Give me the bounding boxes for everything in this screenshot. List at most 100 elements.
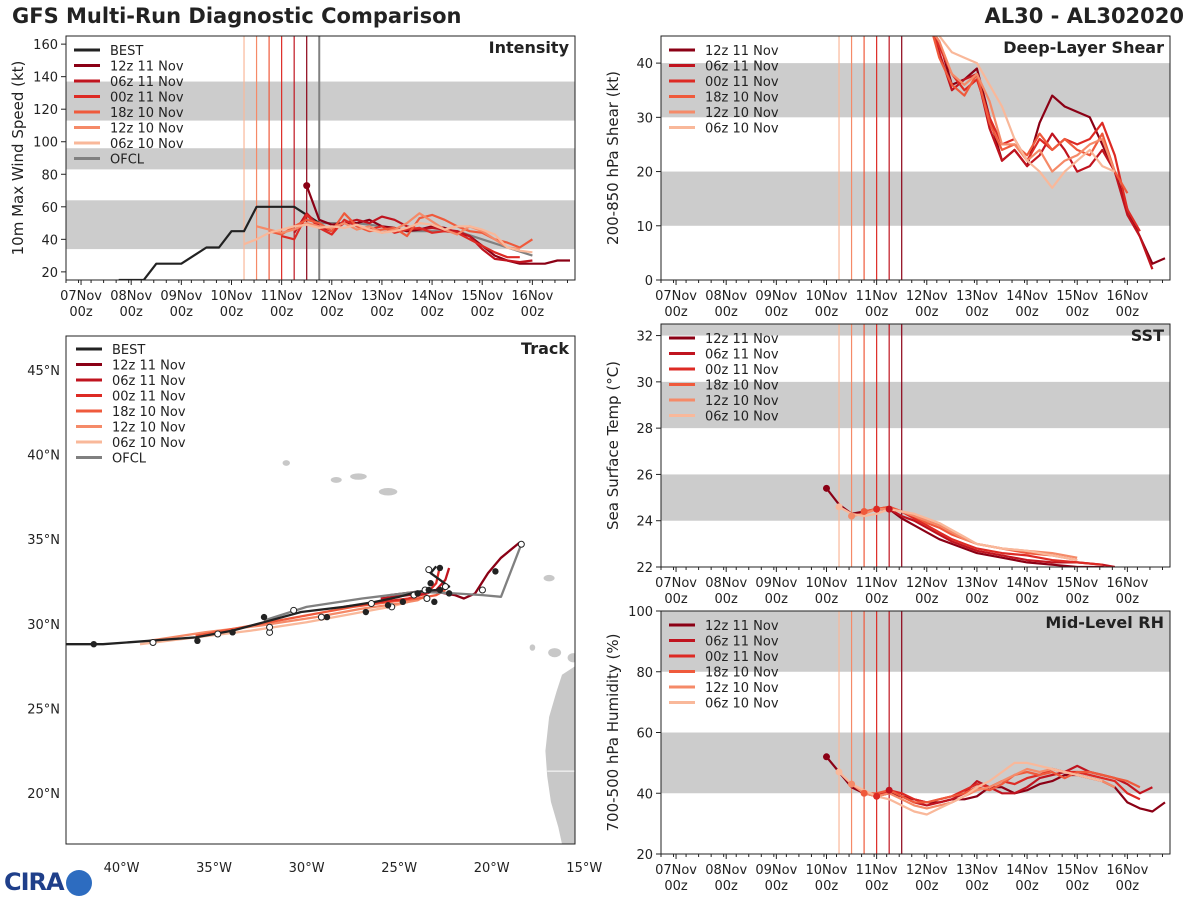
rh-xtick-label: 00z (915, 879, 939, 894)
intensity-ytick-label: 60 (41, 201, 58, 216)
track-marker-open (441, 583, 449, 591)
sst-xtick-label: 13Nov (956, 576, 998, 591)
shear-xtick-label: 00z (765, 305, 789, 320)
track-xtick-label: 15°W (566, 861, 602, 876)
storm-id: AL30 - AL302020 (984, 4, 1185, 28)
track-ytick-label: 40°N (27, 449, 60, 464)
shear-title: Deep-Layer Shear (1003, 38, 1164, 57)
legend-label: 12z 10 Nov (705, 681, 779, 696)
shear-xtick-label: 00z (965, 305, 989, 320)
logo-text: CIRA (4, 868, 65, 896)
logo-orb-icon (65, 870, 92, 896)
rh-xtick-label: 16Nov (1106, 863, 1148, 878)
legend-label: 06z 11 Nov (705, 635, 779, 650)
intensity-xtick-label: 00z (170, 305, 194, 320)
rh-xtick-label: 09Nov (755, 863, 797, 878)
intensity-xtick-label: 00z (120, 305, 144, 320)
rh-init-point (822, 753, 830, 761)
rh-init-point (835, 768, 843, 776)
track-marker-open (517, 540, 525, 548)
legend-label: 06z 11 Nov (110, 75, 184, 90)
rh-init-point (873, 792, 881, 800)
intensity-xtick-label: 00z (320, 305, 344, 320)
track-title: Track (521, 339, 569, 358)
sst-ytick-label: 22 (636, 561, 653, 576)
intensity-frame (65, 35, 576, 281)
legend-label: 18z 10 Nov (705, 91, 779, 106)
legend-label: 00z 11 Nov (705, 75, 779, 90)
sst-xtick-label: 00z (1015, 592, 1039, 607)
intensity-series-line (118, 205, 320, 280)
legend-label: 12z 11 Nov (112, 359, 186, 374)
intensity-xtick-label: 14Nov (411, 289, 453, 304)
intensity-peak-point (303, 182, 311, 190)
shear-ytick-label: 30 (636, 111, 653, 126)
intensity-xtick-label: 13Nov (361, 289, 403, 304)
legend-label: 06z 10 Nov (112, 436, 186, 451)
track-group (66, 460, 575, 844)
shear-xtick-label: 00z (1015, 305, 1039, 320)
shear-ytick-label: 20 (636, 166, 653, 181)
track-marker-filled (445, 590, 453, 597)
track-marker-open (214, 630, 222, 638)
intensity-xtick-label: 12Nov (311, 289, 353, 304)
sst-init-point (873, 505, 881, 513)
shear-xtick-label: 00z (1066, 305, 1090, 320)
intensity-ytick-label: 100 (33, 136, 58, 151)
rh-xtick-label: 11Nov (856, 863, 898, 878)
legend-label: 06z 10 Nov (705, 410, 779, 425)
intensity-xtick-label: 11Nov (261, 289, 303, 304)
intensity-xtick-label: 00z (220, 305, 244, 320)
rh-series-group (822, 753, 1166, 816)
sst-band (661, 324, 1170, 336)
sst-band (661, 381, 1170, 429)
track-marker-filled (260, 613, 268, 621)
legend-label: 06z 11 Nov (705, 60, 779, 75)
legend-label: 12z 10 Nov (705, 394, 779, 409)
sst-xtick-label: 00z (815, 592, 839, 607)
intensity-xtick-label: 16Nov (511, 289, 553, 304)
legend-label: 06z 11 Nov (705, 348, 779, 363)
legend-label: 06z 10 Nov (705, 122, 779, 137)
rh-ytick-label: 20 (636, 848, 653, 863)
shear-xtick-label: 08Nov (705, 289, 747, 304)
rh-ytick-label: 100 (628, 605, 653, 620)
track-marker-filled (229, 629, 236, 636)
track-ytick-label: 35°N (27, 533, 60, 548)
intensity-xtick-label: 09Nov (160, 289, 202, 304)
rh-title: Mid-Level RH (1045, 613, 1164, 632)
legend-label: 00z 11 Nov (705, 363, 779, 378)
track-ytick-label: 25°N (27, 703, 60, 718)
island (282, 460, 290, 466)
legend-label: BEST (110, 44, 143, 59)
sst-series-group (822, 484, 1115, 567)
island (350, 473, 367, 480)
track-marker-filled (90, 640, 97, 648)
sst-xtick-label: 14Nov (1006, 576, 1048, 591)
legend-label: OFCL (110, 153, 145, 168)
track-marker-filled (194, 637, 201, 644)
shear-xtick-label: 00z (715, 305, 739, 320)
sst-ytick-label: 26 (636, 468, 653, 483)
track-ytick-label: 45°N (27, 364, 60, 379)
rh-series-line (838, 761, 1103, 816)
rh-xtick-label: 00z (1066, 879, 1090, 894)
intensity-band (66, 148, 575, 170)
legend-label: 18z 10 Nov (705, 379, 779, 394)
shear-xtick-label: 12Nov (906, 289, 948, 304)
sst-ytick-label: 30 (636, 376, 653, 391)
legend-label: 12z 10 Nov (705, 106, 779, 121)
intensity-xtick-label: 15Nov (461, 289, 503, 304)
track-line (263, 543, 523, 622)
intensity-xtick-label: 00z (370, 305, 394, 320)
rh-series-line (864, 770, 1141, 804)
cira-logo: CIRA (4, 868, 92, 896)
intensity-ylabel: 10m Max Wind Speed (kt) (9, 61, 27, 256)
sst-xtick-label: 11Nov (856, 576, 898, 591)
page-title: GFS Multi-Run Diagnostic Comparison (12, 4, 462, 28)
sst-xtick-label: 08Nov (705, 576, 747, 591)
shear-xtick-label: 15Nov (1056, 289, 1098, 304)
africa-land (545, 666, 575, 844)
shear-band (661, 171, 1170, 226)
track-marker-filled (414, 590, 421, 597)
